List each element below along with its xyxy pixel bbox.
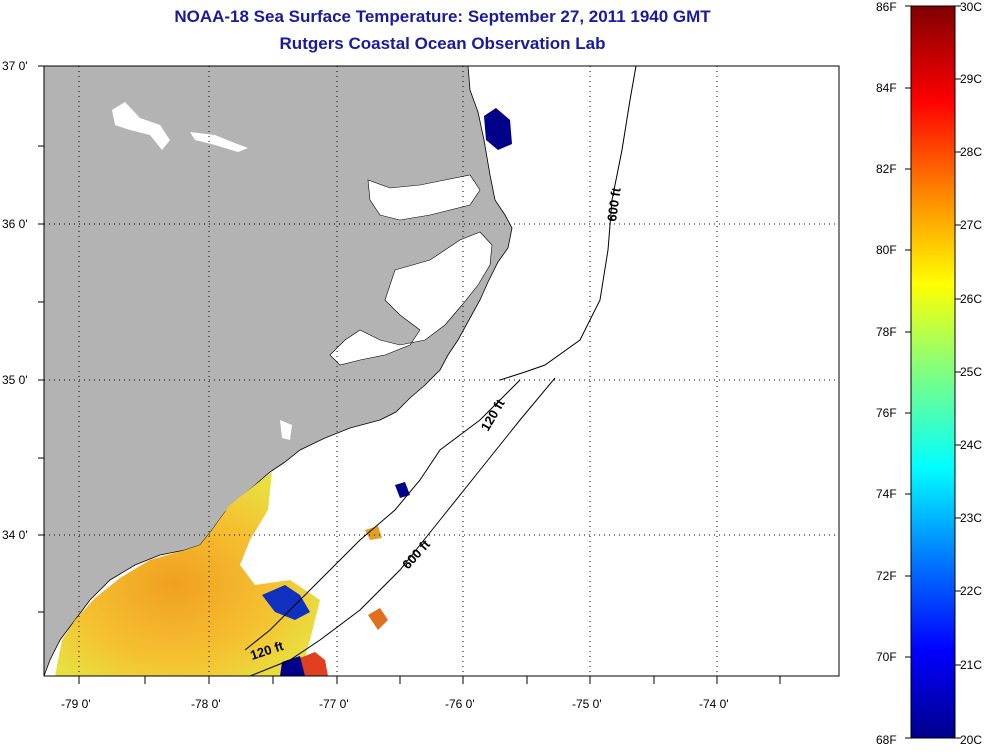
albemarle-sound <box>367 174 481 221</box>
sst-warm-patch <box>55 472 320 676</box>
contour-600ft-north <box>499 65 637 381</box>
lat-label-36: 36 0' <box>2 217 28 231</box>
inland-water-2 <box>190 132 248 152</box>
cb-f-84: 84F <box>876 81 897 95</box>
cb-c-26: 26C <box>960 292 983 306</box>
lon-label-76: -76 0' <box>445 697 475 711</box>
sst-hot-spot <box>300 652 328 676</box>
inland-water-1 <box>112 102 170 150</box>
grid <box>44 66 839 676</box>
map-frame <box>43 65 840 677</box>
cb-c-29: 29C <box>960 72 983 86</box>
sst-cold-patch-1 <box>262 585 310 620</box>
contour-600ft-south <box>249 377 556 677</box>
cb-c-20: 20C <box>960 733 983 747</box>
sst-warm-speck-2 <box>365 526 382 540</box>
cb-c-30: 30C <box>960 0 983 14</box>
cb-c-28: 28C <box>960 145 983 159</box>
lat-ticks <box>38 65 44 613</box>
lon-label-77: -77 0' <box>319 697 349 711</box>
cb-f-72: 72F <box>876 569 897 583</box>
inland-water-3 <box>280 420 292 440</box>
cb-f-78: 78F <box>876 325 897 339</box>
cb-f-68: 68F <box>876 733 897 747</box>
sst-cold-patch-3 <box>484 108 512 150</box>
lon-label-78: -78 0' <box>191 697 221 711</box>
cb-f-80: 80F <box>876 243 897 257</box>
map-title: NOAA-18 Sea Surface Temperature: Septemb… <box>174 7 711 26</box>
lon-label-74: -74 0' <box>699 697 729 711</box>
cb-f-82: 82F <box>876 162 897 176</box>
sst-warm-speck-1 <box>368 608 388 630</box>
lat-label-34: 34 0' <box>2 528 28 542</box>
cb-c-24: 24C <box>960 438 983 452</box>
cb-c-23: 23C <box>960 511 983 525</box>
cb-c-25: 25C <box>960 365 983 379</box>
sst-cold-patch-4 <box>395 482 410 498</box>
cb-f-86: 86F <box>876 0 897 14</box>
cb-c-21: 21C <box>960 658 983 672</box>
cb-f-74: 74F <box>876 487 897 501</box>
cb-c-27: 27C <box>960 218 983 232</box>
colorbar <box>910 5 956 739</box>
lon-label-75: -75 0' <box>572 697 602 711</box>
lat-label-35: 35 0' <box>2 373 28 387</box>
cb-c-22: 22C <box>960 584 983 598</box>
colorbar-ticks <box>905 5 961 739</box>
contour-120ft <box>244 379 521 651</box>
cb-f-76: 76F <box>876 406 897 420</box>
contour-label-600-north: 600 ft <box>604 186 624 222</box>
pamlico-sound <box>329 231 493 366</box>
cb-f-70: 70F <box>876 650 897 664</box>
lon-ticks <box>78 676 781 684</box>
lon-label-79: -79 0' <box>61 697 91 711</box>
map-subtitle: Rutgers Coastal Ocean Observation Lab <box>279 34 606 53</box>
lat-label-37: 37 0' <box>2 59 28 73</box>
